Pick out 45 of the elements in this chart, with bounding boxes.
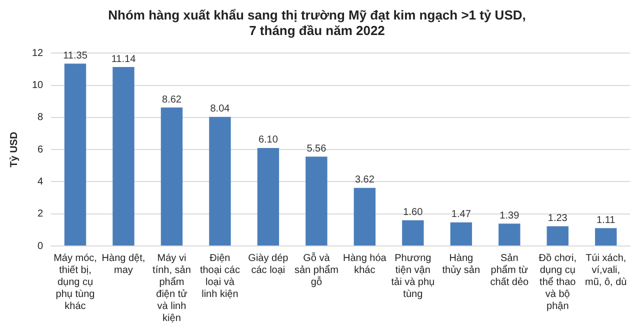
x-tick-label: Hàng thủy sản: [442, 252, 480, 276]
bar: [450, 222, 472, 246]
x-tick-label: Túi xách, ví,vali, mũ, ô, dù: [585, 252, 627, 288]
data-label: 1.47: [451, 209, 472, 220]
bar: [402, 220, 424, 246]
bar: [498, 224, 520, 246]
y-tick-label: 6: [38, 144, 44, 156]
data-label: 8.62: [162, 94, 182, 106]
bar: [257, 148, 280, 246]
bar: [595, 228, 617, 246]
data-label: 1.23: [548, 212, 568, 224]
x-tick-label: Phương tiện vận tải và phụ tùng: [391, 252, 435, 300]
y-tick-label: 10: [32, 80, 44, 92]
x-tick-label: Gỗ và sản phẩm gỗ: [294, 252, 338, 288]
chart-title: Nhóm hàng xuất khẩu sang thị trường Mỹ đạt kim ngạch >1 tỷ USD, 7 tháng đầu năm 2022: [108, 7, 526, 38]
data-label: 3.62: [354, 174, 375, 186]
data-label: 1.39: [500, 210, 520, 222]
y-tick-label: 0: [38, 240, 44, 252]
x-tick-label: Máy móc, thiết bị, dụng cụ phụ tùng khác: [54, 252, 97, 312]
x-tick-label: Máy vi tính, sản phẩm điện tử và linh kiện: [152, 252, 191, 324]
bar: [64, 64, 86, 246]
x-tick-label: Hàng hóa khác: [342, 252, 387, 276]
y-tick-label: 12: [32, 48, 44, 59]
data-label: 1.60: [403, 207, 424, 218]
y-tick-label: 8: [38, 112, 44, 124]
bar: [112, 67, 134, 246]
x-tick-label: Hàng dệt, may: [102, 252, 146, 276]
y-tick-label: 2: [38, 208, 44, 220]
data-label: 11.35: [63, 50, 88, 62]
x-tick-label: Điện thoại các loại và linh kiện: [200, 252, 240, 300]
data-label: 8.04: [210, 104, 230, 115]
bar: [306, 156, 328, 246]
x-tick-label: Sản phẩm từ chất dẻo: [490, 252, 530, 288]
bar: [354, 188, 376, 246]
y-axis-title: Tỷ USD: [8, 132, 20, 168]
data-label: 1.11: [596, 214, 616, 226]
data-label: 5.56: [306, 143, 327, 154]
bar: [209, 116, 231, 246]
bar: [546, 226, 568, 246]
y-tick-label: 4: [38, 176, 44, 188]
x-tick-label: Đồ chơi, dụng cụ thể thao và bộ phận: [538, 252, 576, 312]
bar: [160, 108, 183, 246]
data-label: 11.14: [111, 54, 136, 65]
data-label: 6.10: [258, 134, 278, 146]
x-tick-label: Giày dép các loại: [248, 252, 289, 276]
